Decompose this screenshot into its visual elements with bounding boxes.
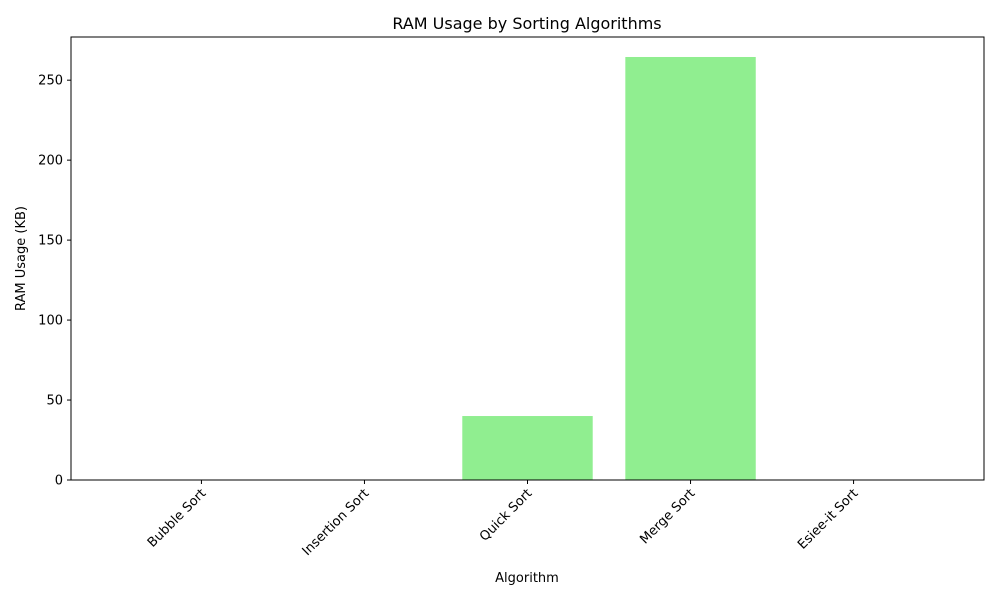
y-tick-label: 0: [55, 474, 63, 489]
y-axis-label: RAM Usage (KB): [14, 206, 29, 311]
bar-merge-sort: [625, 56, 756, 481]
x-axis-label: Algorithm: [495, 571, 559, 586]
bar-quick-sort: [462, 416, 593, 480]
y-tick-label: 150: [38, 234, 63, 249]
y-tick-label: 100: [38, 314, 63, 329]
bars-group: [462, 56, 756, 481]
y-tick-label: 250: [38, 74, 63, 89]
y-tick-label: 200: [38, 154, 63, 169]
y-tick-label: 50: [46, 394, 63, 409]
y-axis-ticks: 0 50 100 150 200 250: [38, 74, 71, 489]
chart-title: RAM Usage by Sorting Algorithms: [392, 14, 661, 33]
